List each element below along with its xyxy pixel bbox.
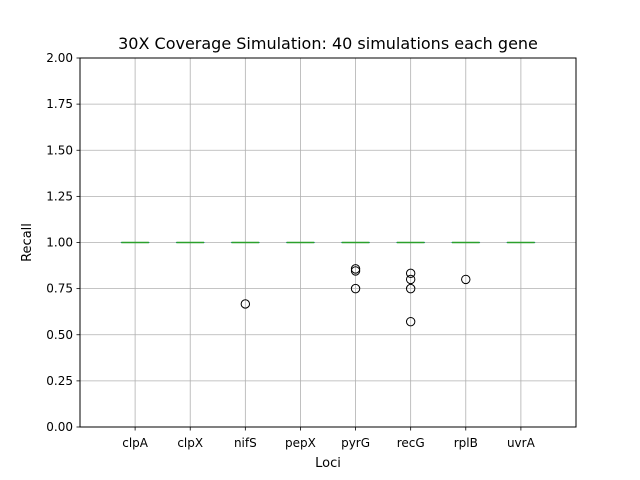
y-tick-label: 1.00 bbox=[46, 236, 73, 250]
y-tick-label: 0.75 bbox=[46, 282, 73, 296]
box-pyrG bbox=[341, 241, 370, 294]
x-tick-label-clpX: clpX bbox=[177, 436, 203, 450]
outlier-point bbox=[461, 274, 471, 285]
outlier-point bbox=[350, 266, 361, 276]
x-tick-label-nifS: nifS bbox=[234, 436, 257, 450]
outlier-point bbox=[405, 268, 416, 279]
box-recG bbox=[396, 241, 425, 327]
x-tick-label-pyrG: pyrG bbox=[341, 436, 370, 450]
y-tick-label: 2.00 bbox=[46, 51, 73, 65]
y-tick-label: 0.50 bbox=[46, 328, 73, 342]
outlier-point bbox=[405, 283, 416, 294]
y-tick-label: 1.75 bbox=[46, 97, 73, 111]
outlier-point bbox=[350, 283, 361, 294]
outlier-point bbox=[405, 274, 416, 285]
ticks-layer: 0.00 0.25 0.50 0.75 1.00 1.25 1.50 1.75 2.00 clpA… bbox=[46, 51, 535, 450]
box-rplB bbox=[451, 241, 481, 285]
outlier-point bbox=[240, 299, 251, 309]
y-tick-label: 1.50 bbox=[46, 143, 73, 157]
y-axis-label: Recall bbox=[20, 223, 35, 262]
y-tick-label: 0.00 bbox=[46, 420, 73, 434]
y-tick-label: 0.25 bbox=[46, 374, 73, 388]
x-tick-label-recG: recG bbox=[397, 436, 425, 450]
chart-title: 30X Coverage Simulation: 40 simulations … bbox=[118, 34, 538, 53]
x-tick-label-rplB: rplB bbox=[454, 436, 478, 450]
box-nifS bbox=[231, 241, 260, 309]
y-tick-label: 1.25 bbox=[46, 189, 73, 203]
x-tick-label-clpA: clpA bbox=[122, 436, 149, 450]
x-tick-label-uvrA: uvrA bbox=[507, 436, 536, 450]
marks-layer bbox=[120, 241, 536, 327]
x-tick-label-pepX: pepX bbox=[285, 436, 316, 450]
outlier-point bbox=[405, 316, 416, 327]
x-axis-label: Loci bbox=[315, 456, 341, 471]
